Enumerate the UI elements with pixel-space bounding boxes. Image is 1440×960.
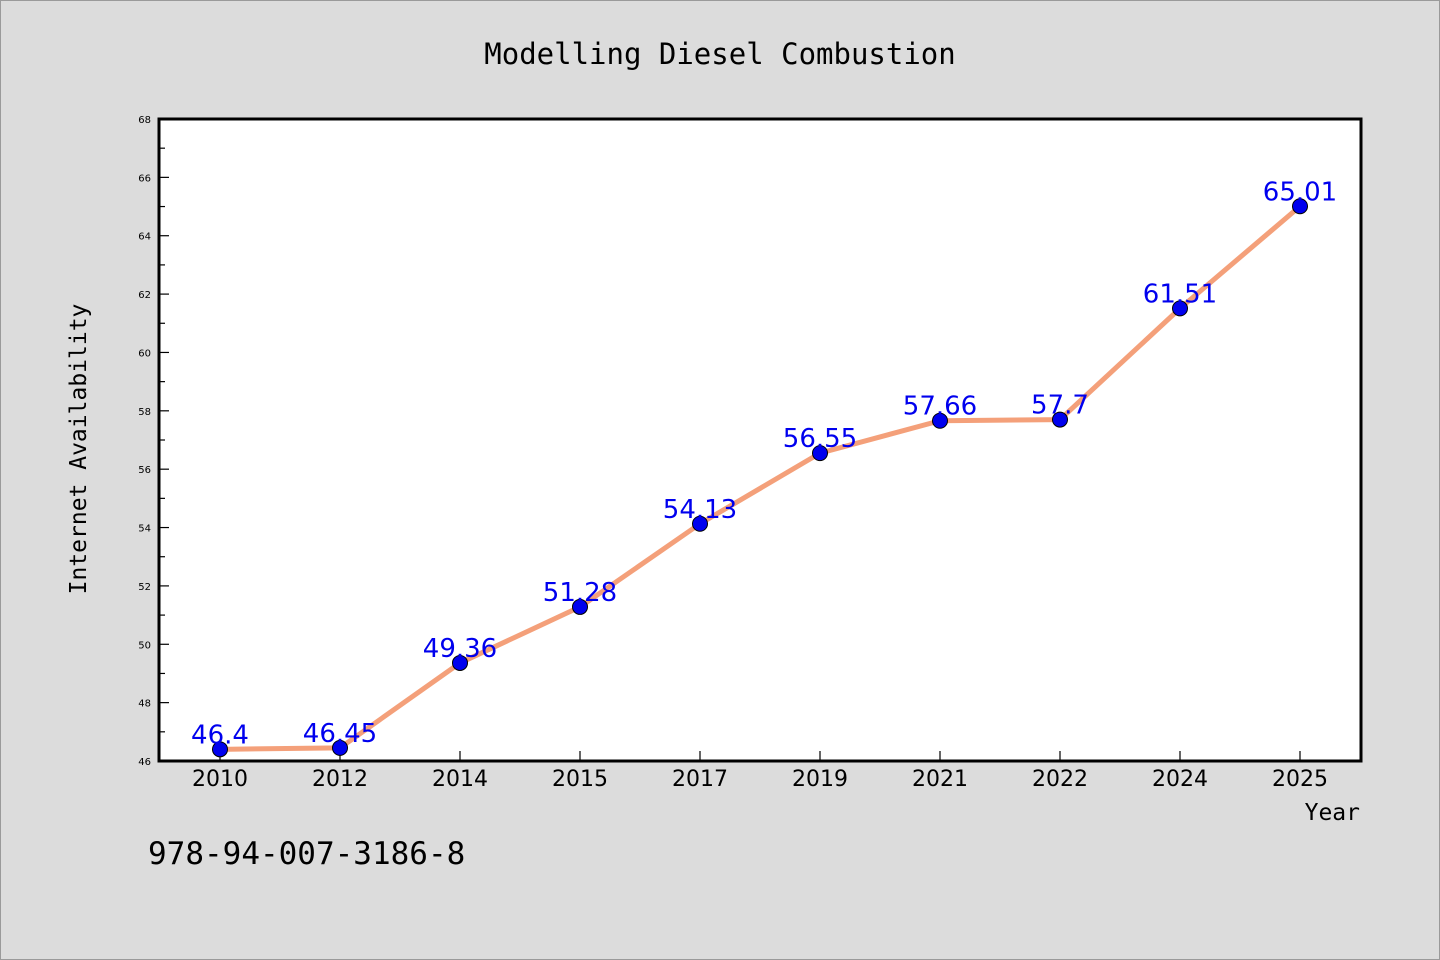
- y-tick-label: 68: [138, 115, 151, 126]
- data-label: 46.45: [303, 719, 377, 749]
- data-point: [452, 654, 468, 671]
- x-tick-label: 2014: [432, 767, 488, 792]
- footer-identifier: 978-94-007-3186-8: [148, 836, 465, 872]
- y-tick-label: 60: [138, 348, 151, 359]
- x-tick-label: 2010: [192, 767, 248, 792]
- y-tick-label: 56: [138, 465, 151, 476]
- x-tick-label: 2017: [672, 767, 728, 792]
- x-tick-label: 2021: [912, 767, 968, 792]
- data-point: [1292, 198, 1308, 215]
- data-label: 57.66: [903, 392, 977, 422]
- data-point: [812, 445, 828, 462]
- data-point: [1052, 411, 1068, 428]
- chart-title: Modelling Diesel Combustion: [484, 37, 955, 71]
- x-tick-label: 2012: [312, 767, 368, 792]
- data-point: [932, 412, 948, 429]
- y-axis: 46 48 50 52 54 56 58 60 62 64 66 68: [138, 115, 169, 768]
- data-label: 61.51: [1143, 279, 1217, 309]
- series-line: [217, 203, 1303, 752]
- y-tick-label: 58: [138, 407, 151, 418]
- y-tick-label: 66: [138, 173, 151, 184]
- data-label: 54.13: [663, 495, 737, 525]
- data-point: [572, 598, 588, 615]
- y-tick-label: 54: [138, 524, 151, 535]
- data-point: [212, 741, 228, 758]
- y-axis-label: Internet Availability: [66, 304, 92, 595]
- x-tick-label: 2025: [1272, 767, 1328, 792]
- data-label: 51.28: [543, 578, 617, 608]
- data-label: 56.55: [783, 424, 857, 454]
- x-tick-label: 2022: [1032, 767, 1088, 792]
- y-tick-label: 62: [138, 290, 151, 301]
- y-tick-label: 46: [138, 757, 151, 768]
- data-point: [1172, 300, 1188, 317]
- plot-area: [157, 117, 1363, 763]
- x-tick-label: 2019: [792, 767, 848, 792]
- x-tick-label: 2015: [552, 767, 608, 792]
- data-label: 46.4: [191, 720, 249, 750]
- data-label: 57.7: [1031, 391, 1089, 421]
- y-tick-label: 48: [138, 699, 151, 710]
- data-label: 49.36: [423, 634, 497, 664]
- x-tick-label: 2024: [1152, 767, 1208, 792]
- y-tick-label: 52: [138, 582, 151, 593]
- x-axis: 2010 2012 2014 2015 2017 2019 2021 2022 2024 2025: [192, 751, 1328, 792]
- data-point: [332, 739, 348, 756]
- data-point: [692, 515, 708, 532]
- x-axis-label: Year: [1305, 800, 1360, 826]
- series-1: 46.4 46.45 49.36 51.28 54.13 56.55 57.66 57.7 61…: [191, 177, 1337, 758]
- y-tick-label: 64: [138, 232, 151, 243]
- y-tick-label: 50: [138, 640, 151, 651]
- data-label: 65.01: [1263, 177, 1337, 207]
